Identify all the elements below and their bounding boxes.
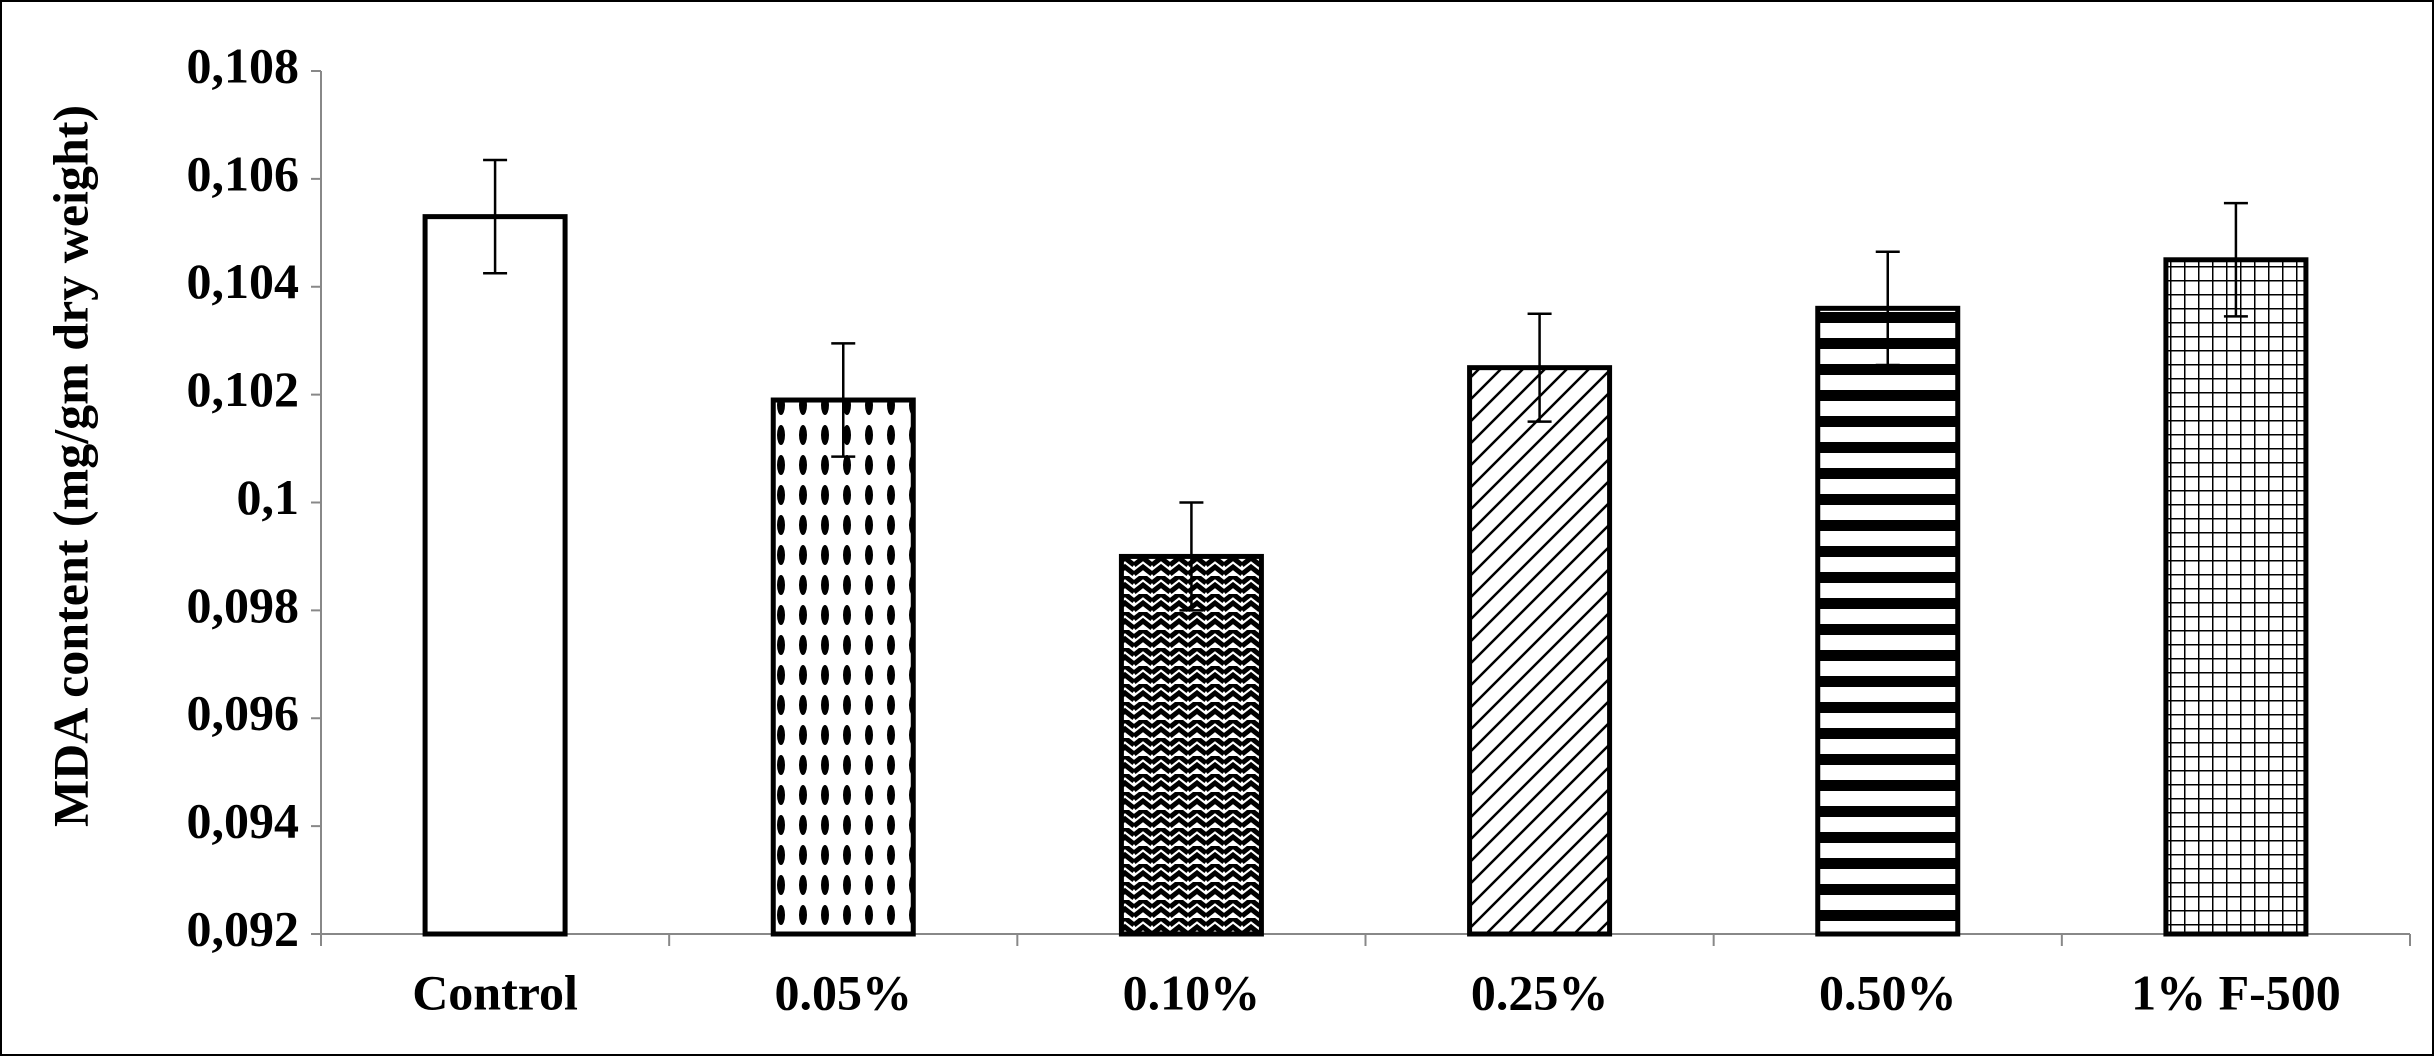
- y-tick-label: 0,106: [187, 145, 300, 201]
- error-bar: [1875, 250, 1900, 367]
- y-tick-label: 0,1: [237, 469, 300, 525]
- y-tick-label: 0,102: [187, 361, 300, 417]
- x-tick-label: Control: [412, 964, 578, 1020]
- x-tick-label: 1% F-500: [2131, 964, 2341, 1020]
- error-bar: [483, 158, 508, 275]
- y-axis-title: MDA content (mg/gm dry weight): [42, 105, 98, 827]
- y-tick-label: 0,094: [187, 793, 300, 849]
- y-tick-label: 0,108: [187, 37, 300, 93]
- bar: [2163, 257, 2309, 937]
- y-tick-label: 0,104: [187, 253, 300, 309]
- y-tick-label: 0,098: [187, 577, 300, 633]
- bar: [770, 397, 916, 937]
- error-bar: [1179, 501, 1204, 612]
- x-tick-label: 0.50%: [1819, 964, 1957, 1020]
- x-tick-label: 0.05%: [775, 964, 913, 1020]
- bar: [1118, 553, 1264, 937]
- error-bar: [1527, 312, 1552, 423]
- bar: [1467, 365, 1613, 937]
- y-tick-label: 0,096: [187, 685, 300, 741]
- x-tick-label: 0.25%: [1471, 964, 1609, 1020]
- error-bar: [2223, 201, 2248, 318]
- bar: [1815, 305, 1961, 937]
- y-tick-label: 0,092: [187, 900, 300, 956]
- bar: [422, 214, 568, 937]
- x-tick-label: 0.10%: [1123, 964, 1261, 1020]
- error-bar: [831, 342, 856, 458]
